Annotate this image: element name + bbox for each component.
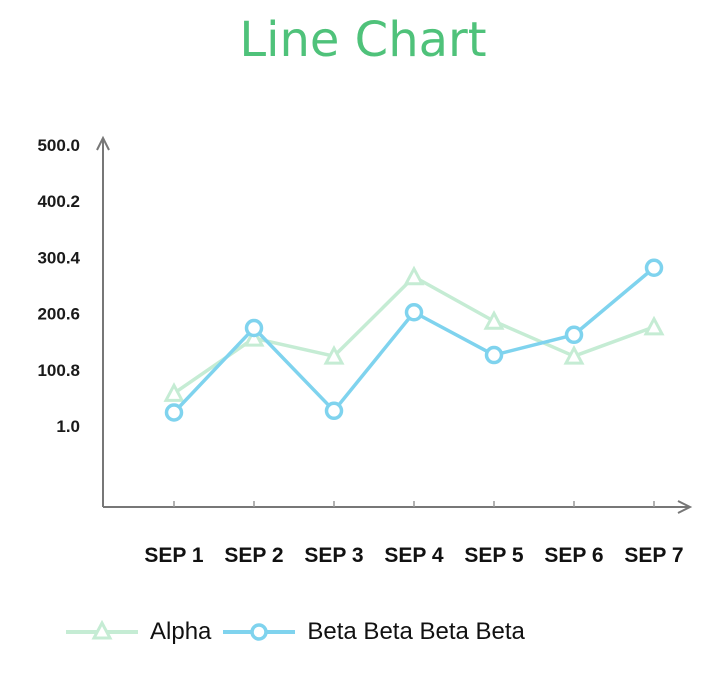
data-point bbox=[564, 325, 584, 345]
x-tick-label: SEP 5 bbox=[464, 544, 523, 567]
y-tick-label: 500.0 bbox=[37, 136, 80, 155]
series-layer bbox=[163, 258, 665, 422]
x-axis-arrow bbox=[677, 500, 693, 514]
data-point bbox=[404, 302, 424, 322]
data-point bbox=[164, 403, 184, 422]
axes bbox=[96, 135, 693, 514]
legend: Alpha Beta Beta Beta Beta bbox=[64, 612, 535, 652]
y-axis-ticks: 500.0 400.2 300.4 200.6 100.8 1.0 bbox=[37, 136, 80, 436]
x-axis-ticks: SEP 1 SEP 2 SEP 3 SEP 4 SEP 5 SEP 6 SEP 7 bbox=[144, 501, 684, 567]
x-tick-label: SEP 2 bbox=[224, 544, 283, 567]
x-tick-label: SEP 4 bbox=[384, 544, 443, 567]
data-point bbox=[484, 345, 504, 365]
data-point bbox=[324, 401, 344, 421]
y-tick-label: 300.4 bbox=[37, 248, 80, 267]
x-tick-label: SEP 7 bbox=[624, 544, 683, 567]
y-axis-arrow bbox=[96, 135, 110, 151]
data-point bbox=[244, 318, 264, 338]
data-point bbox=[563, 344, 585, 365]
data-point bbox=[644, 258, 664, 278]
circle-marker-icon bbox=[223, 623, 296, 641]
y-tick-label: 200.6 bbox=[37, 305, 80, 324]
y-tick-label: 1.0 bbox=[56, 417, 80, 436]
data-point bbox=[323, 344, 345, 365]
data-point bbox=[403, 265, 425, 286]
legend-item-alpha: Alpha bbox=[64, 618, 211, 646]
chart-title: Line Chart bbox=[239, 12, 487, 68]
legend-item-beta: Beta Beta Beta Beta bbox=[221, 618, 525, 646]
y-tick-label: 400.2 bbox=[37, 192, 80, 211]
legend-label-beta: Beta Beta Beta Beta bbox=[307, 618, 525, 645]
y-tick-label: 100.8 bbox=[37, 361, 80, 380]
x-tick-label: SEP 6 bbox=[544, 544, 603, 567]
legend-label-alpha: Alpha bbox=[150, 618, 212, 645]
x-tick-label: SEP 1 bbox=[144, 544, 203, 567]
series-1 bbox=[164, 258, 664, 422]
series-line bbox=[172, 266, 656, 414]
series-0 bbox=[163, 265, 665, 402]
data-point bbox=[243, 326, 265, 347]
data-point bbox=[163, 382, 185, 402]
triangle-marker-icon bbox=[66, 620, 138, 640]
x-tick-label: SEP 3 bbox=[304, 544, 363, 567]
data-point bbox=[643, 315, 665, 336]
data-point bbox=[483, 310, 505, 330]
